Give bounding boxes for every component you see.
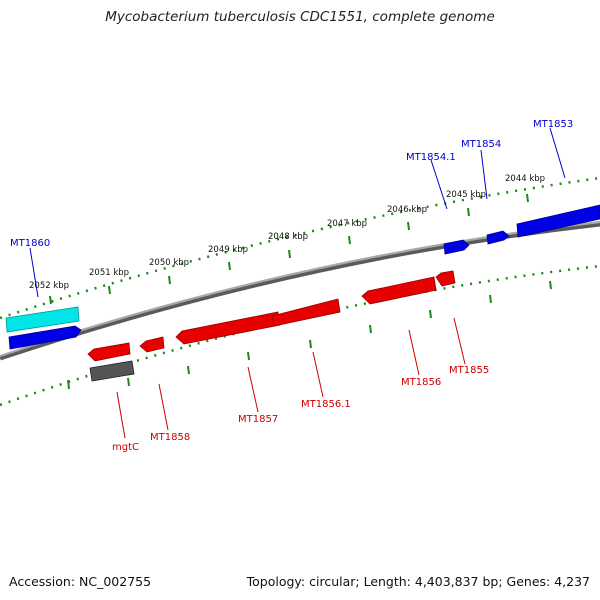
tick-label-2047: 2047 kbp	[327, 219, 367, 229]
gene-label-mt1860[interactable]: MT1860	[10, 238, 50, 249]
gene-label-mt1853[interactable]: MT1853	[533, 119, 573, 130]
tick-label-2046: 2046 kbp	[387, 205, 427, 215]
upper-major-ticks	[49, 193, 529, 305]
tick-label-2048: 2048 kbp	[268, 232, 308, 242]
tick-label-2049: 2049 kbp	[208, 245, 248, 255]
gene-label-mt1858[interactable]: MT1858	[150, 432, 190, 443]
gene-label-mt1856[interactable]: MT1856	[401, 377, 441, 388]
tick-label-2052: 2052 kbp	[29, 281, 69, 291]
gene-mt1856-1-arrow[interactable]	[271, 298, 341, 327]
accession-label: Accession: NC_002755	[9, 574, 152, 589]
label-leader-lines	[29, 127, 566, 439]
gene-mt1858-arrow[interactable]	[87, 342, 131, 362]
tick-label-2044: 2044 kbp	[505, 174, 545, 184]
gene-mt1855-arrow[interactable]	[435, 270, 456, 287]
gene-label-mt1854-1[interactable]: MT1854.1	[406, 152, 456, 163]
gene-mt1854-1-arrow[interactable]	[443, 239, 470, 255]
map-title: Mycobacterium tuberculosis CDC1551, comp…	[105, 9, 495, 25]
tick-label-2050: 2050 kbp	[149, 258, 189, 268]
forward-strand-genes	[5, 204, 600, 350]
gene-mgtc-bar[interactable]	[89, 360, 135, 382]
gene-mt1853-arrow[interactable]	[516, 204, 600, 238]
gene-mt1856-arrow[interactable]	[361, 276, 437, 305]
gene-mt1857-arrow[interactable]	[175, 311, 281, 345]
reverse-strand-genes	[87, 270, 456, 382]
tick-label-2051: 2051 kbp	[89, 268, 129, 278]
genome-backbone	[0, 220, 600, 358]
gene-label-mt1856-1[interactable]: MT1856.1	[301, 399, 351, 410]
lower-major-ticks	[67, 280, 552, 390]
gene-mt1854-arrow[interactable]	[486, 230, 510, 245]
genome-backbone-shadow	[0, 221, 600, 361]
lower-scale-track	[0, 264, 600, 407]
gene-label-mt1855[interactable]: MT1855	[449, 365, 489, 376]
gene-label-mt1857[interactable]: MT1857	[238, 414, 278, 425]
gene-mt1860-arrow[interactable]	[8, 325, 82, 350]
scale-tick-labels: 2052 kbp 2051 kbp 2050 kbp 2049 kbp 2048…	[29, 174, 545, 291]
upper-scale-track	[0, 176, 600, 320]
genome-summary: Topology: circular; Length: 4,403,837 bp…	[246, 574, 590, 589]
gene-mt1858b-arrow[interactable]	[139, 336, 165, 353]
rna-gene-cyan[interactable]	[5, 306, 80, 333]
tick-label-2045: 2045 kbp	[446, 190, 486, 200]
gene-labels: MT1860 MT1854.1 MT1854 MT1853 mgtC MT185…	[10, 119, 573, 453]
gene-label-mgtc[interactable]: mgtC	[112, 442, 139, 453]
gene-label-mt1854[interactable]: MT1854	[461, 139, 501, 150]
